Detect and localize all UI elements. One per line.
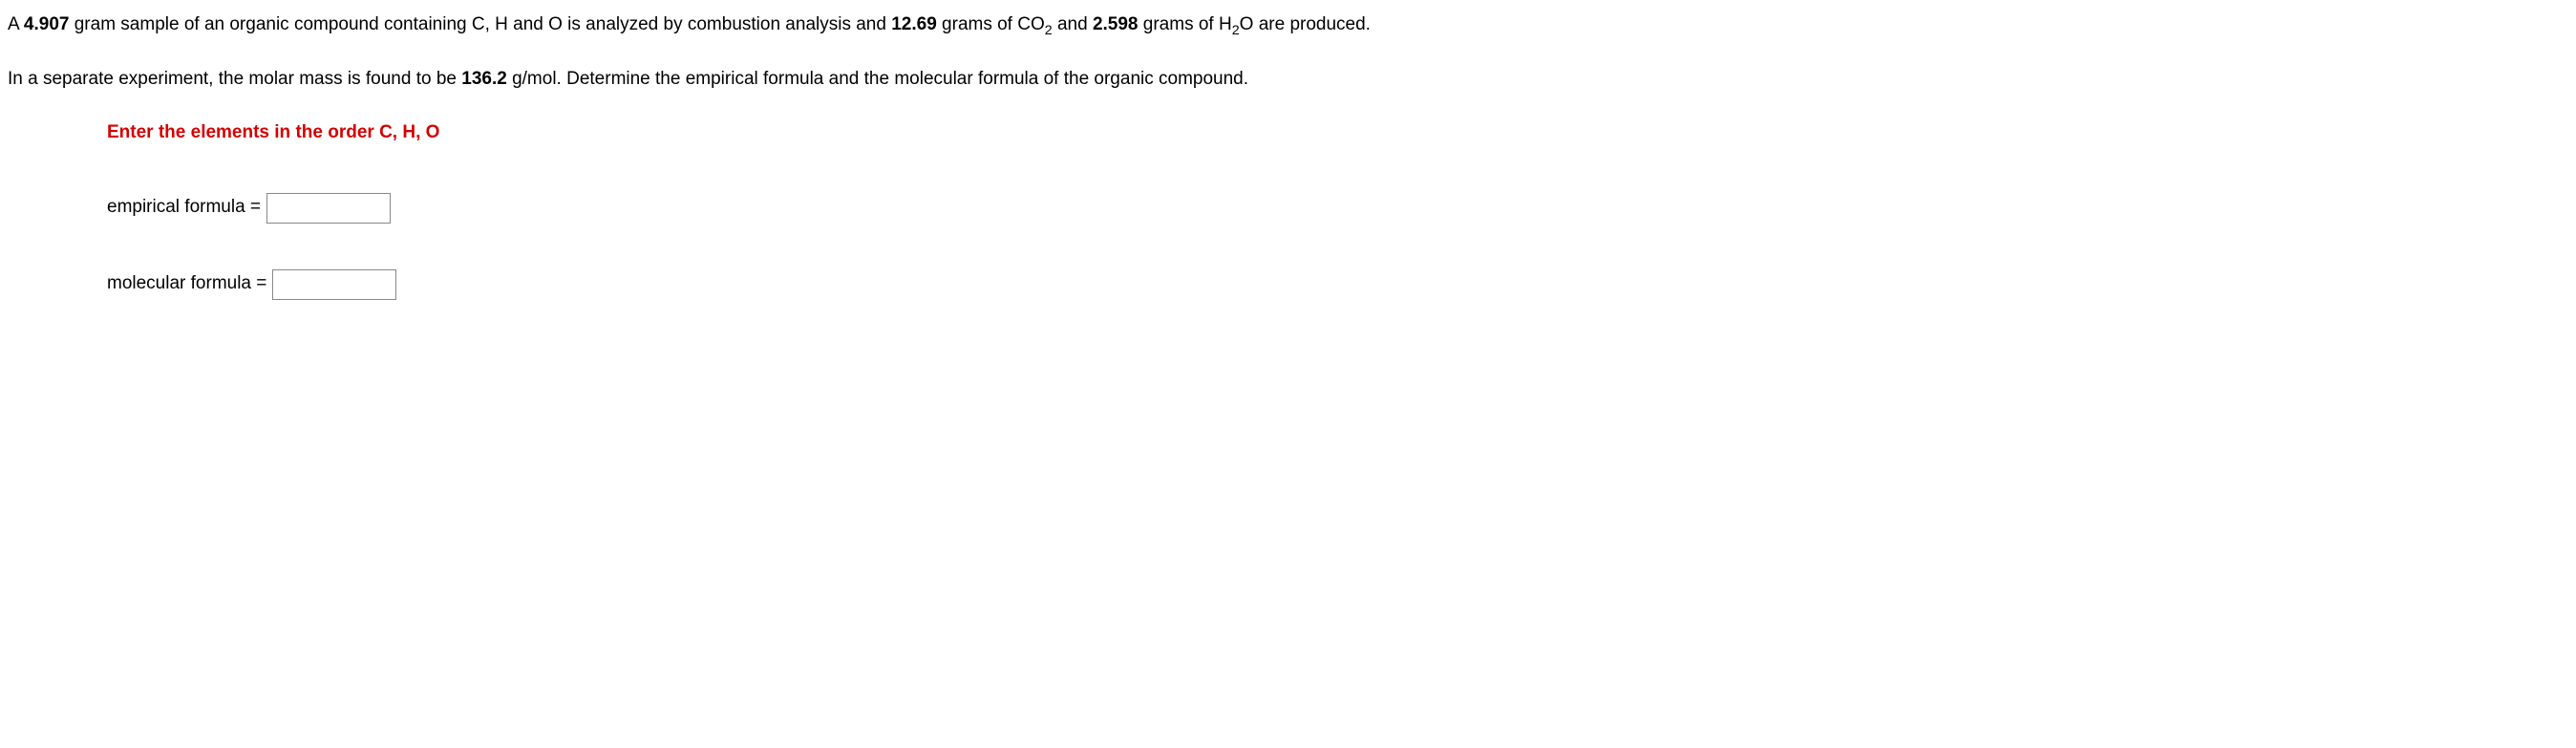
h2o-mass: 2.598 bbox=[1093, 14, 1139, 34]
empirical-formula-row: empirical formula = bbox=[107, 193, 2568, 224]
molar-mass: 136.2 bbox=[461, 69, 507, 89]
empirical-formula-input[interactable] bbox=[266, 193, 391, 224]
molecular-formula-row: molecular formula = bbox=[107, 269, 2568, 300]
text: g/mol. Determine the empirical formula a… bbox=[507, 69, 1248, 89]
order-instruction: Enter the elements in the order C, H, O bbox=[107, 119, 2568, 147]
problem-paragraph-1: A 4.907 gram sample of an organic compou… bbox=[8, 11, 2568, 39]
text: gram sample of an organic compound conta… bbox=[69, 14, 891, 34]
problem-paragraph-2: In a separate experiment, the molar mass… bbox=[8, 66, 2568, 94]
sample-mass: 4.907 bbox=[24, 14, 70, 34]
text: grams of CO bbox=[937, 14, 1045, 34]
empirical-formula-label: empirical formula = bbox=[107, 194, 261, 222]
molecular-formula-input[interactable] bbox=[272, 269, 396, 300]
h2o-subscript: 2 bbox=[1232, 23, 1240, 38]
text: O are produced. bbox=[1240, 14, 1371, 34]
co2-subscript: 2 bbox=[1045, 23, 1053, 38]
text: In a separate experiment, the molar mass… bbox=[8, 69, 461, 89]
molecular-formula-label: molecular formula = bbox=[107, 270, 266, 298]
text: and bbox=[1053, 14, 1093, 34]
co2-mass: 12.69 bbox=[891, 14, 937, 34]
text: grams of H bbox=[1139, 14, 1232, 34]
text: A bbox=[8, 14, 24, 34]
